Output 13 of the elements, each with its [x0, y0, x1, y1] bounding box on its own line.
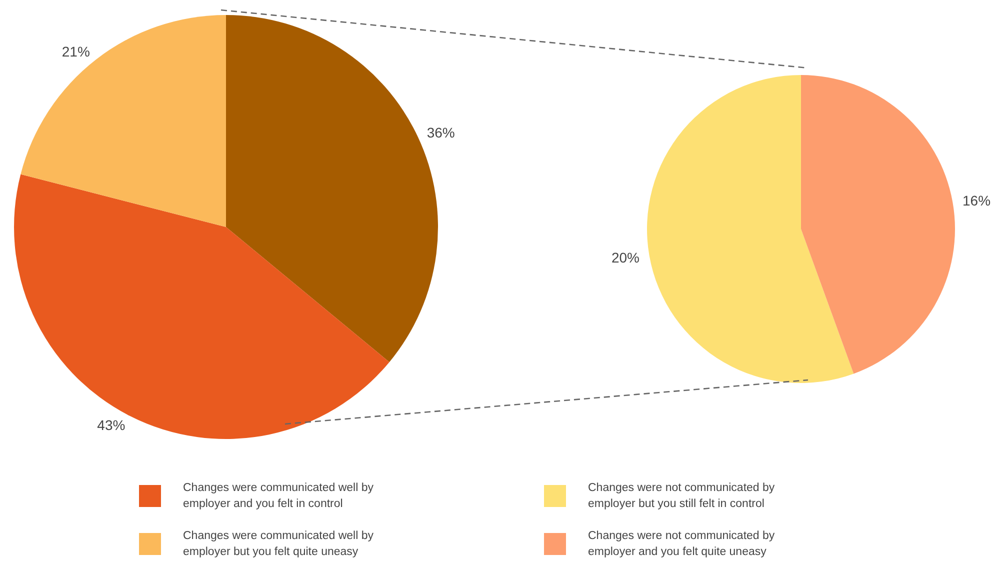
- legend-label: Changes were not communicated by employer and you felt quite uneasy: [588, 529, 776, 560]
- legend-label: Changes were communicated well by employer but you felt quite uneasy: [183, 529, 374, 560]
- data-label: 20%: [611, 249, 640, 266]
- pie-slice: [801, 75, 955, 374]
- data-label: 21%: [62, 44, 90, 60]
- pie-slice: [20, 15, 226, 227]
- pie-slice: [647, 75, 854, 383]
- legend-label: Changes were not communicated by employer but you still felt in control: [588, 481, 776, 512]
- data-label: 36%: [426, 124, 455, 140]
- pie-slice: [14, 174, 390, 439]
- data-label: 16%: [962, 192, 991, 209]
- data-label: 43%: [97, 416, 126, 433]
- legend-label: Changes were communicated well by employer and you felt in control: [183, 481, 374, 512]
